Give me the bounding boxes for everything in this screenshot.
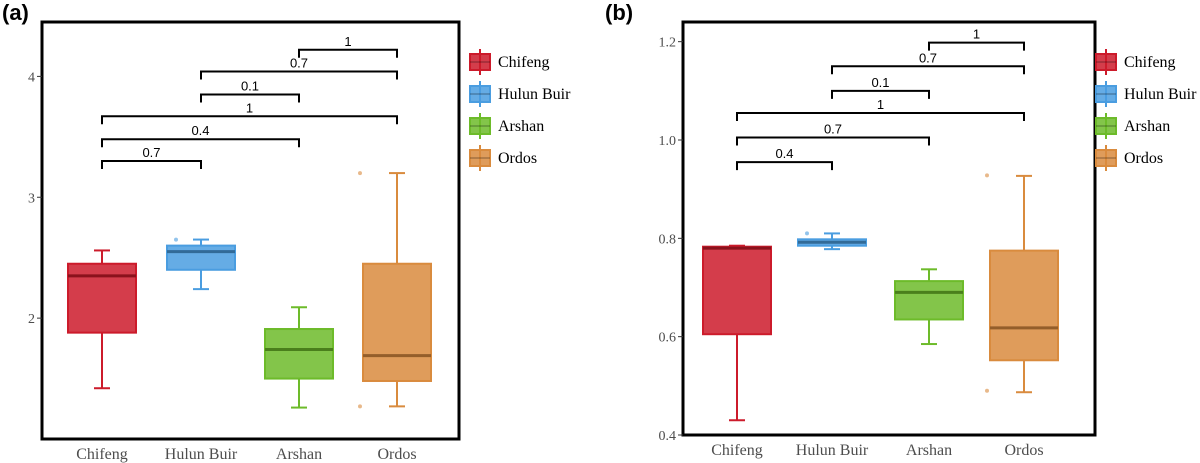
significance-bracket	[736, 136, 930, 146]
p-value-label: 1	[877, 97, 884, 112]
p-value-label: 0.1	[241, 79, 259, 94]
outlier-point	[805, 231, 809, 236]
legend-entry-label: Ordos	[498, 150, 537, 167]
plot-frame	[681, 20, 1097, 437]
box-body	[166, 244, 236, 271]
y-tick-label: 0.4	[659, 429, 677, 444]
x-category-label: Hulun Buir	[796, 442, 869, 459]
panel-b-tag: (b)	[605, 0, 633, 25]
significance-bracket	[831, 89, 930, 99]
significance-bracket	[928, 41, 1025, 51]
y-tick-label: 0.8	[659, 232, 677, 247]
x-category-label: Arshan	[906, 442, 952, 459]
p-value-label: 0.7	[919, 50, 937, 65]
box-body	[362, 262, 432, 382]
panel-a-chart: 2 3 4 Chifeng Hulun Buir Arshan Ordos 0.7 0.4 1 0.…	[28, 20, 571, 463]
p-value-label: 0.4	[191, 123, 209, 138]
box-body	[702, 245, 772, 336]
legend-key-box	[1095, 85, 1117, 103]
p-value-label: 0.7	[142, 145, 160, 160]
significance-bracket	[101, 160, 202, 169]
significance-bracket	[101, 115, 398, 125]
y-tick-label: 4	[28, 70, 35, 85]
legend-key-box	[469, 53, 491, 71]
significance-bracket	[736, 111, 1025, 121]
legend-entry-label: Chifeng	[498, 54, 550, 71]
x-category-label: Arshan	[276, 446, 322, 463]
legend-key-box	[469, 85, 491, 103]
x-category-label: Chifeng	[711, 442, 763, 459]
significance-bracket	[736, 161, 833, 171]
legend-entry-label: Arshan	[498, 118, 544, 135]
x-category-label: Ordos	[1004, 442, 1043, 459]
p-value-label: 0.4	[775, 146, 793, 161]
p-value-label: 0.1	[871, 75, 889, 90]
legend-key-box	[1095, 53, 1117, 71]
y-tick-label: 1.2	[659, 36, 677, 51]
y-tick-label: 3	[28, 191, 35, 206]
x-category-label: Hulun Buir	[165, 446, 238, 463]
legend-key-box	[469, 117, 491, 135]
x-category-label: Chifeng	[76, 446, 128, 463]
legend-key-box	[1095, 117, 1117, 135]
y-tick-label: 2	[28, 312, 35, 327]
panel-b-chart: 0.4 0.6 0.8 1.0 1.2 Chifeng Hulun Buir Arshan Or…	[659, 20, 1197, 459]
x-category-label: Ordos	[377, 446, 416, 463]
significance-bracket	[101, 138, 300, 148]
legend-entry-label: Hulun Buir	[498, 86, 571, 103]
legend-key-box	[1095, 149, 1117, 167]
box-body	[989, 249, 1059, 362]
y-tick-label: 1.0	[659, 134, 677, 149]
p-value-label: 0.7	[290, 56, 308, 71]
significance-bracket	[298, 48, 398, 58]
box-body	[894, 280, 964, 321]
legend-entry-label: Hulun Buir	[1124, 86, 1197, 103]
legend-entry-label: Chifeng	[1124, 54, 1176, 71]
significance-bracket	[200, 93, 300, 103]
legend-entry-label: Ordos	[1124, 150, 1163, 167]
p-value-label: 0.7	[824, 122, 842, 137]
p-value-label: 1	[344, 34, 351, 49]
p-value-label: 1	[973, 27, 980, 42]
legend-entry-label: Arshan	[1124, 118, 1170, 135]
outlier-point	[985, 173, 989, 178]
p-value-label: 1	[246, 100, 253, 115]
outlier-point	[358, 404, 362, 409]
box-body	[67, 262, 137, 334]
panel-a-tag: (a)	[2, 0, 29, 25]
box-body	[264, 328, 334, 380]
legend-key-box	[469, 149, 491, 167]
outlier-point	[985, 388, 989, 393]
outlier-point	[358, 171, 362, 176]
y-tick-label: 0.6	[659, 331, 677, 346]
outlier-point	[174, 237, 178, 242]
plot-frame	[40, 20, 461, 441]
significance-bracket	[200, 70, 398, 80]
significance-bracket	[831, 65, 1025, 75]
